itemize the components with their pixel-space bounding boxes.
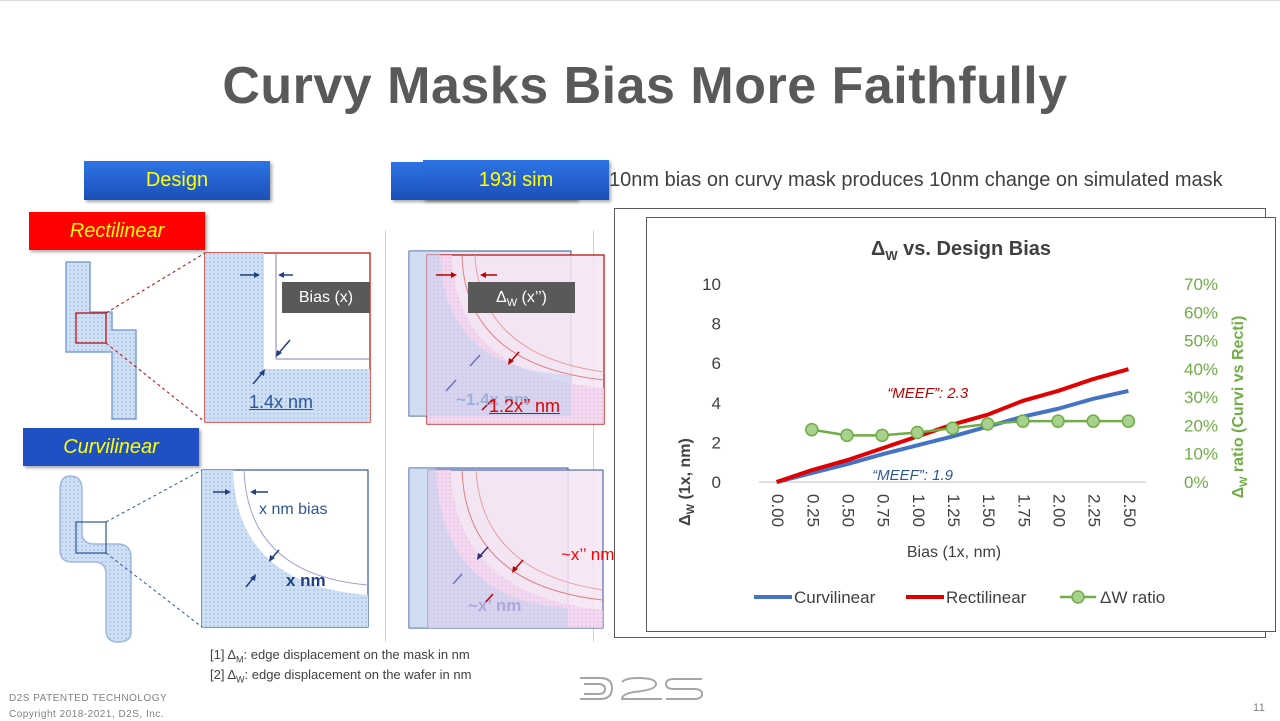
curv-sim-zoom bbox=[408, 467, 604, 629]
slide-subtitle: 10nm bias on curvy mask produces 10nm ch… bbox=[609, 169, 1223, 191]
curv-bias-label: x nm bias bbox=[259, 501, 328, 518]
y-axis-label: ΔW (1x, nm) bbox=[677, 438, 697, 526]
x-tick-label: 2.25 bbox=[1085, 494, 1104, 527]
y2-tick-label: 40% bbox=[1184, 360, 1218, 379]
curv-design-zoom bbox=[201, 469, 369, 628]
y2-tick-label: 60% bbox=[1184, 303, 1218, 322]
y2-axis-label: ΔW ratio (Curvi vs Recti) bbox=[1230, 316, 1250, 499]
y-tick-label: 10 bbox=[702, 275, 721, 294]
ratio-point bbox=[910, 425, 925, 440]
y2-tick-label: 0% bbox=[1184, 473, 1209, 492]
y-tick-label: 4 bbox=[712, 394, 721, 413]
y-tick-label: 8 bbox=[712, 315, 721, 334]
y2-tick-label: 10% bbox=[1184, 445, 1218, 464]
meef-rectilinear-annotation: “MEEF”: 2.3 bbox=[887, 385, 969, 402]
meef-curvilinear-annotation: “MEEF”: 1.9 bbox=[872, 467, 954, 484]
rect-sim-value: 1.2x’’ nm bbox=[489, 396, 561, 416]
x-tick-label: 1.75 bbox=[1014, 494, 1033, 527]
rect-design-value: 1.4x nm bbox=[249, 392, 314, 412]
rect-sim-ghost-value: ~1.4x nm bbox=[456, 390, 530, 409]
y2-tick-label: 20% bbox=[1184, 416, 1218, 435]
chart-frame bbox=[646, 217, 1276, 632]
y-tick-label: 0 bbox=[712, 473, 721, 492]
x-tick-label: 0.00 bbox=[768, 494, 787, 527]
slide-title: Curvy Masks Bias More Faithfully bbox=[222, 57, 1068, 115]
column-divider bbox=[385, 230, 386, 642]
bias-x-box: Bias (x) bbox=[282, 282, 370, 313]
ratio-point bbox=[1086, 414, 1100, 428]
ratio-point bbox=[805, 422, 819, 437]
footnote-2: [2] ΔW: edge displacement on the wafer i… bbox=[210, 667, 472, 685]
ratio-point bbox=[875, 428, 889, 443]
chart-legend: Curvilinear Rectilinear ΔW ratio bbox=[754, 588, 1165, 607]
y2-tick-label: 70% bbox=[1184, 275, 1218, 294]
legend-label: Curvilinear bbox=[794, 588, 876, 607]
curvilinear-shape bbox=[59, 469, 203, 643]
x-tick-label: 1.00 bbox=[909, 494, 928, 527]
sim-column-label: 193i sim bbox=[423, 160, 609, 200]
x-tick-label: 0.25 bbox=[803, 494, 822, 527]
design-column-label: Design bbox=[84, 161, 270, 200]
footnote-1: [1] ΔM: edge displacement on the mask in… bbox=[210, 647, 470, 665]
y2-tick-label: 30% bbox=[1184, 388, 1218, 407]
x-tick-label: 1.50 bbox=[979, 494, 998, 527]
column-divider bbox=[593, 230, 594, 642]
footer-patent: D2S PATENTED TECHNOLOGY bbox=[9, 693, 168, 704]
series-line--w-ratio bbox=[811, 419, 1129, 437]
ratio-point bbox=[980, 417, 995, 431]
curv-sim-red-value: ~x’’ nm bbox=[561, 545, 615, 564]
ratio-point bbox=[1016, 414, 1030, 428]
x-tick-label: 2.00 bbox=[1050, 494, 1069, 527]
curvilinear-row-label: Curvilinear bbox=[23, 428, 199, 466]
curv-design-value: x nm bbox=[286, 571, 326, 590]
delta-w-chart: ΔW vs. Design Bias 0 2 4 6 8 10 0% 10% 20% 30% 40… bbox=[677, 238, 1250, 607]
y-tick-label: 6 bbox=[712, 354, 721, 373]
legend-label: Rectilinear bbox=[946, 588, 1027, 607]
x-axis-label: Bias (1x, nm) bbox=[907, 544, 1001, 561]
ratio-point bbox=[840, 428, 854, 443]
footer-copyright: Copyright 2018-2021, D2S, Inc. bbox=[9, 709, 165, 720]
x-tick-label: 2.50 bbox=[1120, 494, 1139, 527]
x-tick-label: 0.75 bbox=[874, 494, 893, 527]
x-tick-label: 0.50 bbox=[838, 494, 857, 527]
rectilinear-row-label: Rectilinear bbox=[29, 212, 205, 250]
rect-design-zoom bbox=[204, 252, 371, 423]
rectilinear-shape bbox=[65, 252, 206, 423]
top-border-line bbox=[0, 0, 1280, 1]
y2-tick-label: 50% bbox=[1184, 332, 1218, 351]
page-number: 11 bbox=[1253, 702, 1266, 714]
legend-marker bbox=[1071, 590, 1085, 604]
y-tick-label: 2 bbox=[712, 433, 721, 452]
ratio-point bbox=[1051, 414, 1065, 428]
series-line-curvilinear bbox=[776, 388, 1129, 484]
legend-label: ΔW ratio bbox=[1100, 588, 1165, 607]
chart-title: ΔW vs. Design Bias bbox=[871, 238, 1051, 263]
ratio-point bbox=[945, 421, 960, 436]
ratio-point bbox=[1121, 414, 1136, 428]
x-tick-label: 1.25 bbox=[944, 494, 963, 527]
delta-w-box: ΔW (x’’) bbox=[468, 282, 575, 313]
d2s-logo bbox=[580, 676, 704, 700]
curv-sim-ghost-value: ~x’ nm bbox=[468, 596, 522, 615]
